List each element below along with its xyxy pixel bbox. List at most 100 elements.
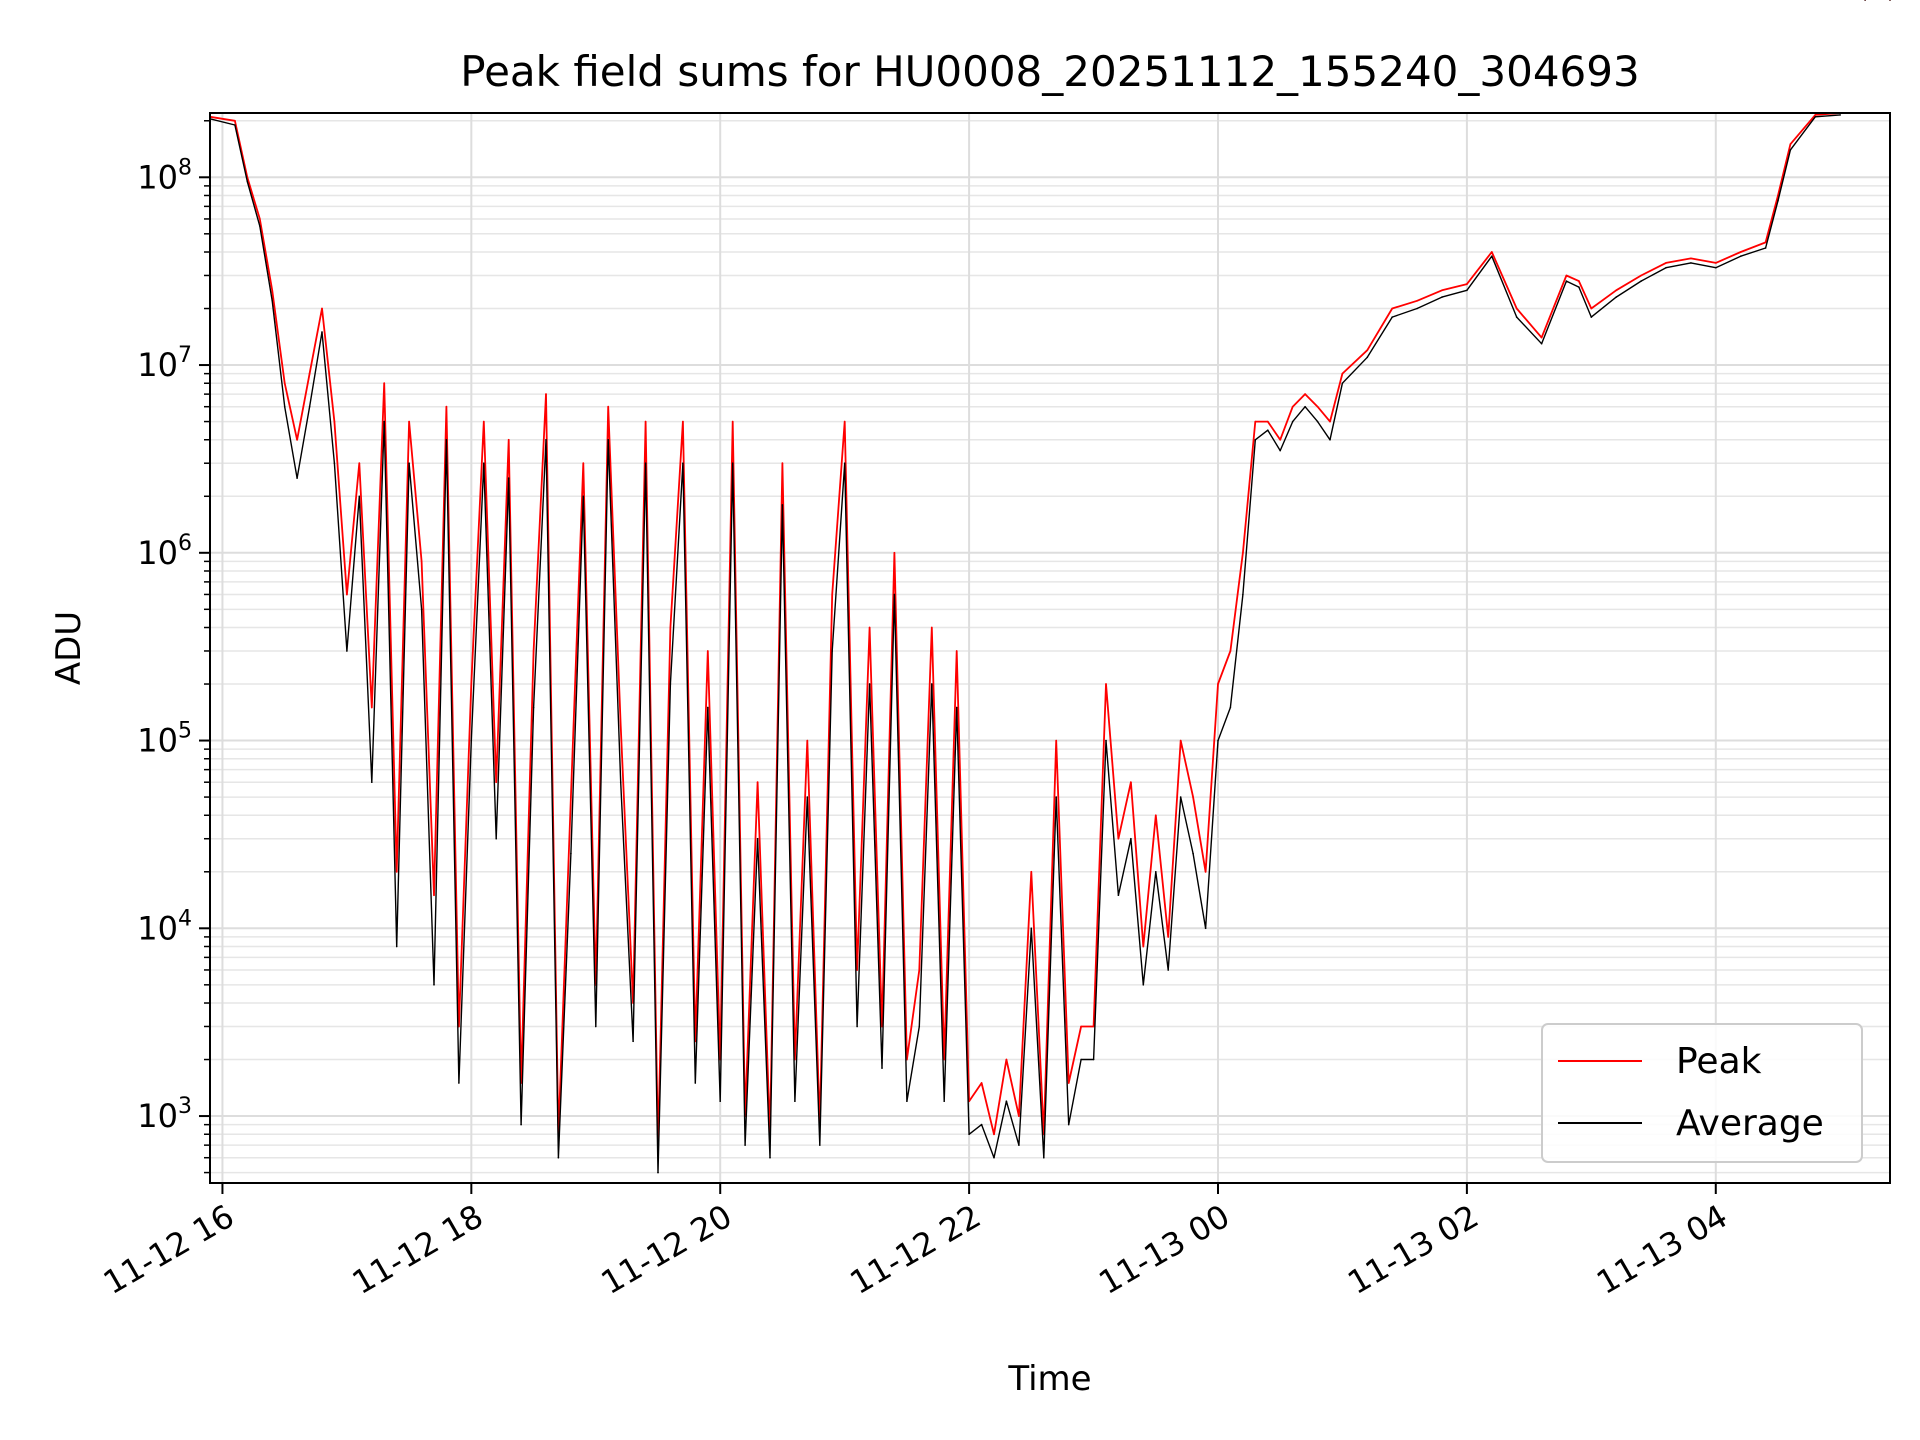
data-point-average [545, 439, 547, 441]
data-point-average [1217, 739, 1219, 742]
data-point-peak [756, 781, 759, 783]
data-point-peak [669, 626, 672, 629]
data-point-peak [383, 382, 386, 385]
data-point-average [1204, 927, 1207, 930]
data-point-average [234, 124, 236, 126]
data-point-peak [296, 439, 298, 441]
data-point-peak [1080, 1025, 1082, 1028]
data-point-average [881, 1067, 883, 1069]
data-point-average [1254, 439, 1257, 441]
data-point-average [756, 837, 759, 840]
data-point-peak [1814, 114, 1817, 116]
data-point-peak [1155, 814, 1157, 817]
data-point-peak [1590, 307, 1593, 310]
data-point-average [644, 462, 647, 465]
data-point-average [246, 180, 249, 183]
data-point-peak [408, 420, 410, 423]
data-point-average [595, 1025, 597, 1028]
data-point-peak [1179, 739, 1182, 742]
data-point-average [1267, 429, 1269, 432]
data-point-peak [1217, 683, 1219, 685]
data-point-average [1167, 969, 1169, 971]
data-point-peak [931, 626, 933, 629]
data-point-average [806, 796, 809, 798]
data-point-average [371, 781, 373, 783]
data-point-peak [1242, 552, 1244, 554]
data-point-average [1242, 593, 1244, 596]
data-point-average [1466, 289, 1468, 292]
data-point-average [906, 1100, 908, 1102]
data-point-average [557, 1156, 560, 1159]
data-point-peak [495, 781, 498, 783]
data-point-average [420, 608, 423, 611]
data-point-average [1005, 1100, 1008, 1102]
y-tick-label: 106 [137, 531, 192, 572]
data-point-peak [1789, 143, 1792, 145]
data-point-average [408, 462, 410, 465]
data-point-peak [1739, 251, 1742, 253]
data-point-peak [682, 420, 684, 423]
data-point-peak [955, 650, 958, 652]
data-point-average [532, 706, 535, 709]
data-point-peak [1067, 1082, 1070, 1084]
legend-peak-label: Peak [1676, 1041, 1762, 1082]
data-point-peak [943, 1058, 945, 1061]
y-tick-label: 104 [137, 906, 192, 947]
data-point-peak [1204, 871, 1207, 873]
data-point-average [1117, 894, 1120, 896]
data-point-peak [1515, 307, 1518, 310]
data-point-peak [1192, 796, 1194, 798]
data-point-peak [1540, 336, 1543, 339]
data-point-average [1080, 1058, 1082, 1061]
data-point-peak [420, 560, 423, 563]
data-point-peak [1491, 251, 1493, 253]
data-point-average [1715, 266, 1717, 269]
data-point-average [358, 495, 361, 498]
data-point-peak [856, 969, 858, 971]
data-point-average [1105, 739, 1107, 742]
data-point-average [346, 650, 348, 652]
data-point-peak [1092, 1025, 1095, 1028]
data-point-peak [1565, 274, 1568, 277]
data-point-average [1665, 266, 1667, 269]
data-point-average [781, 504, 784, 506]
data-point-peak [271, 289, 274, 292]
data-point-average [470, 739, 473, 742]
data-point-average [1578, 286, 1580, 288]
data-point-average [794, 1100, 796, 1102]
data-point-average [918, 1025, 921, 1028]
data-point-peak [507, 439, 510, 441]
data-point-average [1366, 356, 1369, 359]
data-point-average [1789, 149, 1792, 151]
data-point-average [843, 462, 846, 465]
data-point-average [1590, 316, 1593, 318]
data-point-peak [395, 871, 398, 873]
data-point-peak [1267, 420, 1269, 423]
data-point-average [495, 837, 498, 840]
data-point-peak [1578, 280, 1580, 282]
data-point-peak [532, 650, 535, 652]
data-point-average [1279, 449, 1281, 452]
data-point-average [1491, 255, 1493, 257]
data-point-average [607, 439, 609, 441]
data-point-peak [1167, 936, 1169, 938]
chart-title: Peak field sums for HU0008_20251112_1552… [460, 47, 1639, 96]
data-point-peak [371, 706, 373, 709]
data-point-average [1615, 296, 1617, 298]
data-point-average [483, 462, 485, 465]
data-point-average [1640, 280, 1642, 282]
data-point-average [707, 706, 709, 709]
data-point-average [395, 945, 398, 948]
data-point-peak [1142, 945, 1145, 948]
data-point-average [1739, 255, 1742, 257]
series-layer [209, 0, 1891, 1174]
data-point-average [893, 593, 896, 596]
data-point-average [1814, 116, 1817, 118]
plot-frame [209, 112, 1891, 1184]
data-point-average [271, 300, 274, 302]
x-axis-label: Time [1007, 1359, 1091, 1399]
data-point-average [1130, 837, 1132, 840]
data-point-average [1764, 247, 1767, 249]
data-point-peak [1254, 420, 1257, 423]
data-point-peak [993, 1133, 995, 1136]
